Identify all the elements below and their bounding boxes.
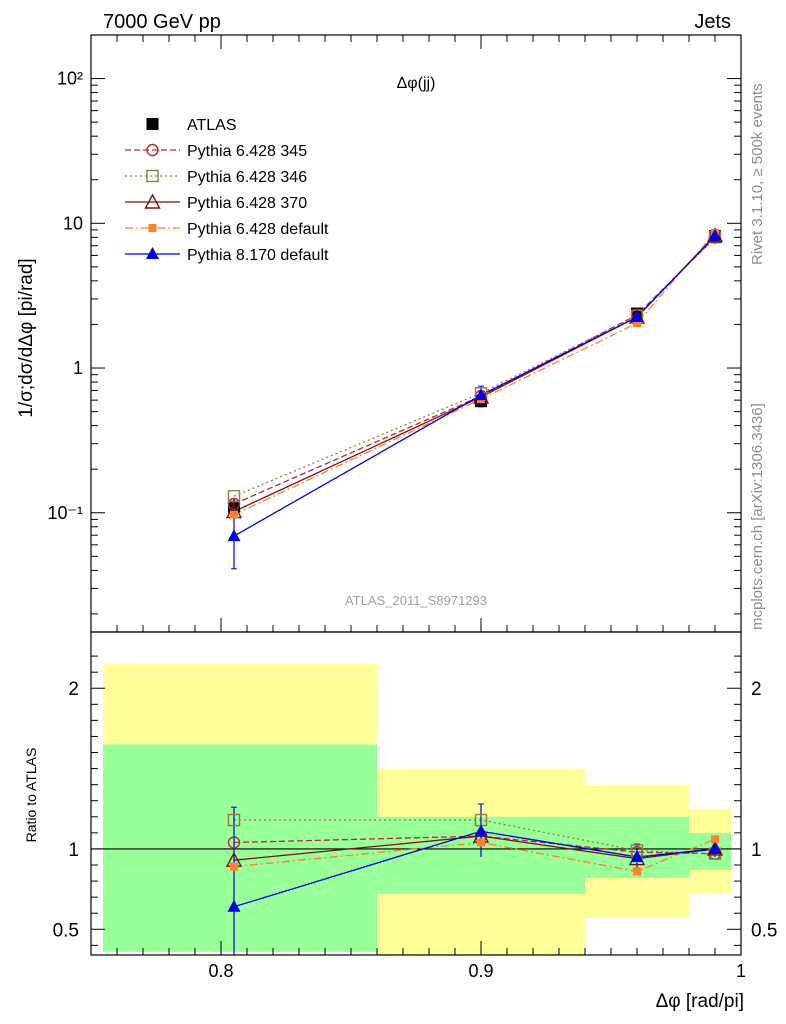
series-line-pydef [233,232,716,516]
data-point-pydef [230,510,238,519]
ratio-y-axis-label: Ratio to ATLAS [23,748,39,843]
top-y-tick-label: 10 [63,213,83,233]
ratio-panel: 0.8 0.9 12 21 10.5 0.5 Ratio to ATLAS Δφ [rad… [23,631,777,1012]
bottom-frame [90,631,742,956]
legend-marker-py370 [144,193,161,209]
x-axis-label: Δφ [rad/pi] [656,991,744,1012]
data-point-py8 [227,529,241,542]
ratio-point-pydef [711,835,719,844]
legend-label-pydef: Pythia 6.428 default [187,221,329,238]
ratio-line-pydef [233,838,716,873]
legend-marker-py346 [146,169,159,183]
panel-title: Δφ(jj) [397,75,436,92]
x-tick-label: 0.9 [468,961,493,981]
legend-marker-atlas [146,118,159,130]
ratio-line-py8 [233,830,716,908]
data-point-py346 [227,490,241,503]
ratio-point-py346 [227,813,241,827]
data-point-py8 [630,310,644,323]
ratio-point-pydef [230,862,238,871]
series-line-py370 [233,235,716,513]
legend-label-py345: Pythia 6.428 345 [187,143,307,160]
data-point-py345 [227,497,241,511]
ratio-point-pydef [477,838,485,847]
legend-label-py8: Pythia 8.170 default [187,247,329,264]
inner-uncertainty-band-1 [103,744,377,952]
ratio-y-tick-label: 1 [68,840,79,861]
ratio-point-py8 [630,849,644,862]
analysis-watermark: ATLAS_2011_S8971293 [345,593,487,608]
ratio-point-py8 [474,824,488,837]
energy-label: 7000 GeV pp [103,11,221,33]
distribution-panel: Δφ(jj) 1/σ;dσ/dΔφ [pi/rad] ATLAS_2011_S8… [16,34,742,633]
data-point-atlas [228,500,240,513]
legend-marker-pydef [148,224,157,232]
legend-label-py346: Pythia 6.428 346 [187,169,307,186]
ratio-y-tick-label: 2 [68,679,79,700]
legend: ATLAS Pythia 6.428 345 Pythia 6.428 346 Pyt… [125,117,329,264]
series-line-py8 [233,235,716,537]
ratio-y-tick-label: 0.5 [53,920,79,941]
ratio-line-py346 [234,819,716,855]
top-y-tick-label: 10² [57,69,83,89]
legend-label-atlas: ATLAS [187,117,237,134]
ratio-y-tick-label-right: 2 [751,679,762,700]
mcplots-reference-label: mcplots.cern.ch [arXiv:1306.3436] [749,403,766,630]
x-tick-label: 1 [736,961,746,981]
top-y-tick-label: 1 [73,358,83,378]
data-point-py8 [708,228,722,241]
ratio-point-py8 [227,899,241,912]
process-label: Jets [694,11,731,33]
legend-label-py370: Pythia 6.428 370 [187,195,307,212]
data-point-py8 [474,388,488,401]
series-line-py346 [233,236,716,497]
legend-marker-py345 [146,143,159,157]
series-line-py345 [233,237,716,505]
legend-marker-py8 [146,247,159,259]
ratio-point-py8 [708,841,722,854]
ratio-point-pydef [633,867,641,876]
ratio-y-tick-label-right: 1 [751,840,762,861]
ratio-point-py345 [227,836,241,849]
top-y-tick-label: 10⁻¹ [47,503,83,523]
data-point-pydef [633,319,641,328]
ratio-y-tick-label-right: 0.5 [751,920,777,941]
top-y-axis-label: 1/σ;dσ/dΔφ [pi/rad] [16,258,37,417]
rivet-version-label: Rivet 3.1.10, ≥ 500k events [749,83,766,265]
x-tick-label: 0.8 [208,961,233,981]
ratio-line-py370 [233,835,716,861]
